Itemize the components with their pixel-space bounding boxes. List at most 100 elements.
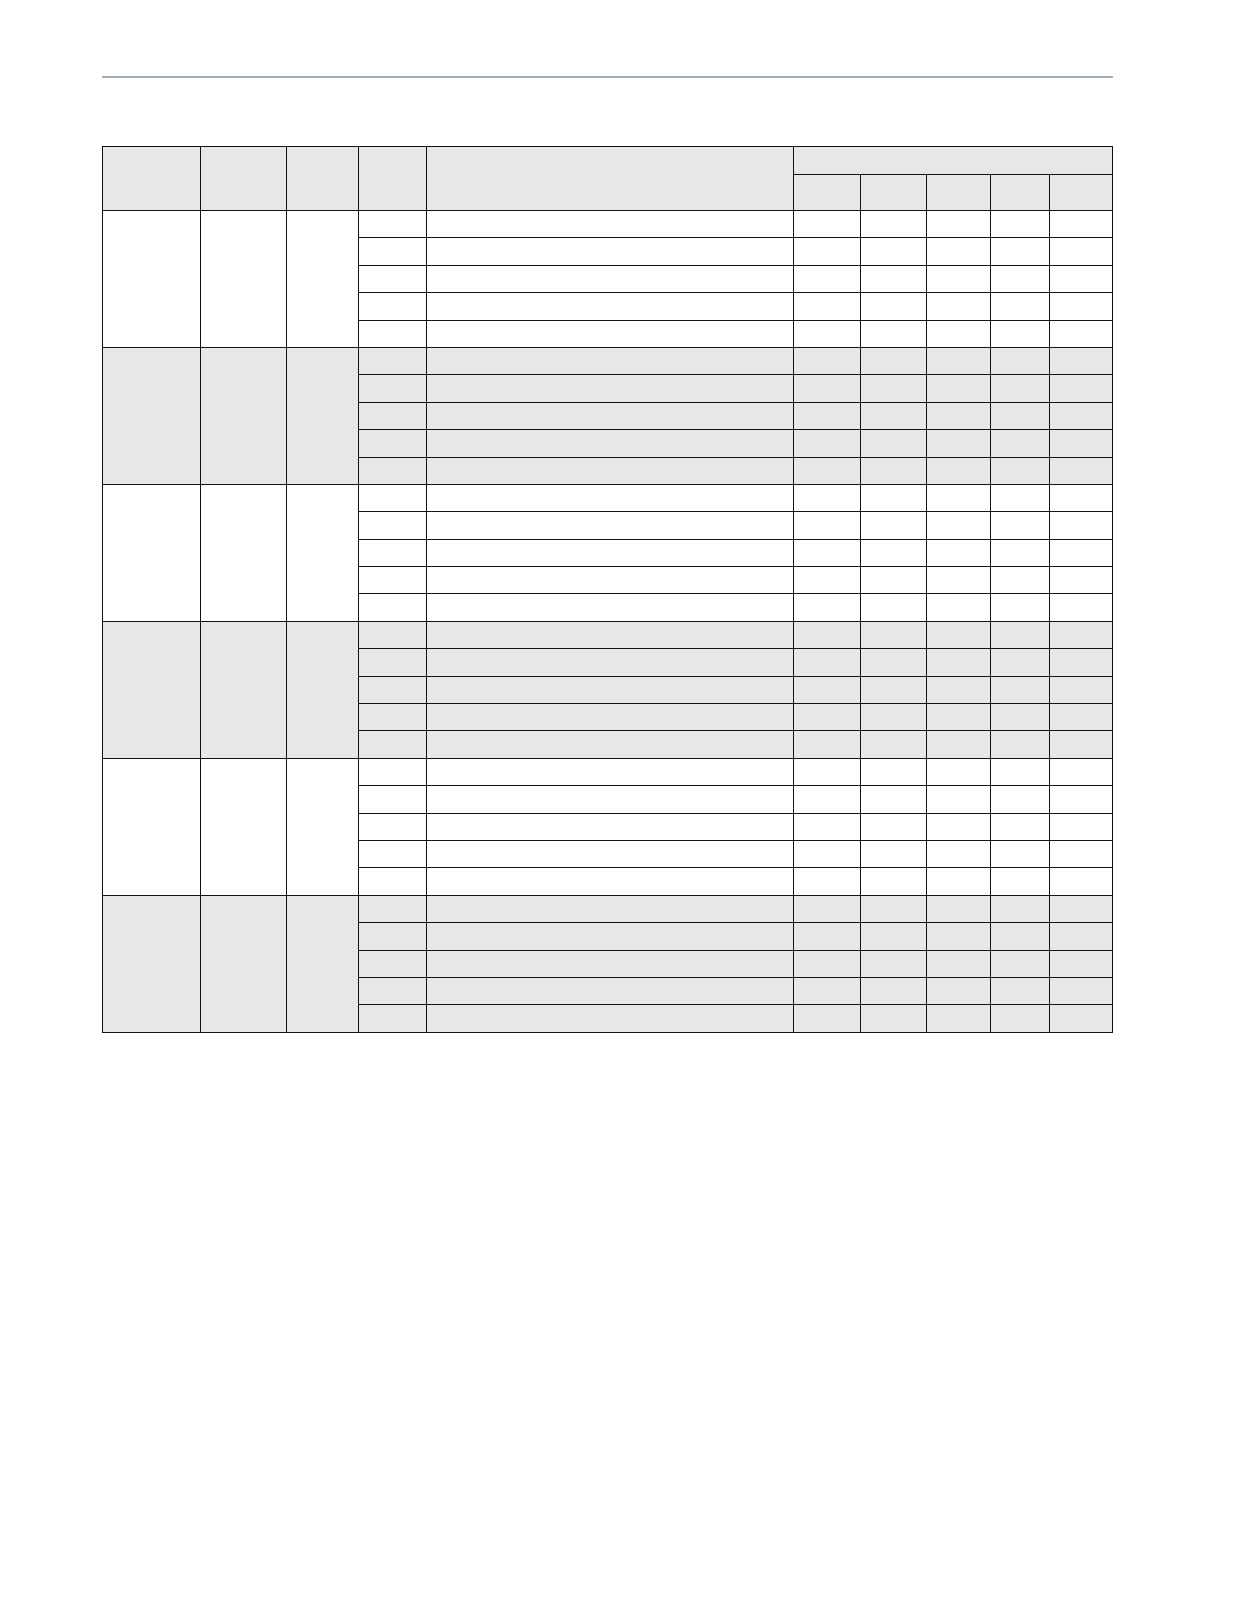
table-cell <box>793 593 861 622</box>
table-row <box>103 429 1114 458</box>
table-cell <box>926 648 991 677</box>
table-cell <box>926 237 991 266</box>
header-cell <box>358 146 427 211</box>
table-cell <box>426 976 794 1006</box>
table-cell <box>358 538 427 568</box>
table-cell <box>426 757 794 787</box>
table-cell <box>793 429 861 458</box>
table-cell <box>1048 785 1114 814</box>
table-header <box>102 146 1114 211</box>
table-cell <box>426 839 794 869</box>
table-cell <box>1048 730 1114 759</box>
table-cell <box>860 620 927 650</box>
table-cell <box>426 648 794 677</box>
table-cell <box>1048 456 1114 485</box>
table-cell <box>860 319 927 348</box>
table-cell <box>793 264 861 294</box>
header-cell <box>200 146 287 211</box>
table-cell <box>926 374 991 403</box>
table-cell <box>426 511 794 540</box>
table-cell <box>1048 374 1114 403</box>
table-cell <box>990 867 1050 896</box>
table-cell <box>426 209 794 239</box>
table-row <box>103 566 1114 595</box>
table-row <box>103 538 1114 568</box>
group-header-cell <box>792 146 1114 175</box>
table-cell <box>358 675 427 705</box>
table-cell <box>358 1004 427 1033</box>
sub-header-cell <box>793 174 861 211</box>
table-cell <box>793 839 861 869</box>
table-cell <box>860 785 927 814</box>
table-cell <box>926 593 991 622</box>
group-cell <box>102 757 201 896</box>
table-row <box>102 757 1114 896</box>
table-cell <box>358 456 427 485</box>
table-cell <box>990 675 1050 705</box>
table-cell <box>358 894 427 924</box>
table-cell <box>358 757 427 787</box>
group-cell <box>102 483 201 622</box>
table-cell <box>860 511 927 540</box>
table-cell <box>990 374 1050 403</box>
table-cell <box>358 593 427 622</box>
table-cell <box>926 319 991 348</box>
table-cell <box>990 922 1050 951</box>
table-row <box>102 620 1114 759</box>
table-cell <box>990 620 1050 650</box>
table-cell <box>860 812 927 841</box>
table-cell <box>793 949 861 978</box>
table-cell <box>358 566 427 595</box>
table-cell <box>358 730 427 759</box>
table-cell <box>358 922 427 951</box>
table-cell <box>1048 976 1114 1006</box>
table-cell <box>793 319 861 348</box>
row-group <box>102 757 1114 896</box>
table-cell <box>1048 209 1114 239</box>
table-cell <box>793 538 861 568</box>
table-cell <box>860 566 927 595</box>
table-cell <box>358 264 427 294</box>
table-cell <box>426 785 794 814</box>
table-cell <box>990 237 1050 266</box>
table-cell <box>426 867 794 896</box>
table-cell <box>860 949 927 978</box>
table-cell <box>990 401 1050 431</box>
table-cell <box>860 346 927 376</box>
table-row <box>103 648 1114 677</box>
table-cell <box>990 730 1050 759</box>
table-cell <box>990 209 1050 239</box>
table-cell <box>793 730 861 759</box>
table-cell <box>990 538 1050 568</box>
group-cell <box>102 894 201 1033</box>
table-row <box>103 511 1114 540</box>
table-cell <box>860 839 927 869</box>
group-cell <box>286 483 359 622</box>
table-cell <box>793 620 861 650</box>
table-cell <box>426 1004 794 1033</box>
group-cell <box>102 210 201 348</box>
table-cell <box>990 757 1050 787</box>
table-cell <box>358 976 427 1006</box>
table-cell <box>926 209 991 239</box>
table-cell <box>1048 538 1114 568</box>
group-cell <box>286 757 359 896</box>
table-cell <box>1048 319 1114 348</box>
table-cell <box>1048 429 1114 458</box>
table-cell <box>793 346 861 376</box>
table-cell <box>990 703 1050 732</box>
table-row <box>103 456 1114 485</box>
table-cell <box>426 483 794 513</box>
table-cell <box>1048 620 1114 650</box>
table-cell <box>358 839 427 869</box>
table-cell <box>793 511 861 540</box>
sub-header-cell <box>990 174 1050 211</box>
table-cell <box>358 785 427 814</box>
table-cell <box>426 620 794 650</box>
table-cell <box>926 483 991 513</box>
table-cell <box>990 976 1050 1006</box>
group-cell <box>102 620 201 759</box>
table-cell <box>990 812 1050 841</box>
table-row <box>103 593 1114 622</box>
table-cell <box>860 894 927 924</box>
